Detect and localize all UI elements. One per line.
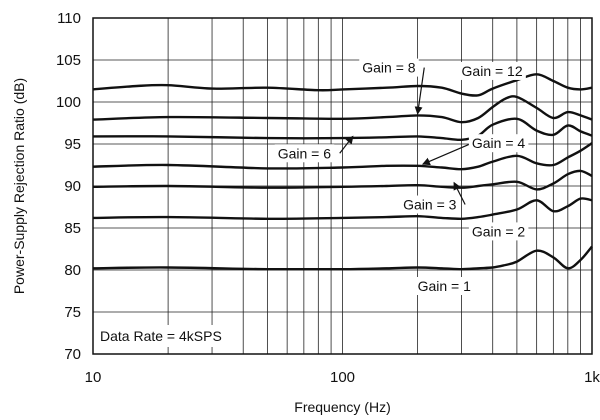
y-tick-label: 110 [57,10,81,27]
annotation-background [359,58,419,77]
annotation-label: Gain = 3 [403,197,457,213]
annotation-label: Gain = 2 [472,223,526,239]
y-tick-label: 85 [64,220,81,237]
annotation-background [274,144,335,163]
series-line [92,73,593,97]
annotation-background [458,61,526,80]
y-tick-labels: 70 75 80 85 90 95 100 105 110 [56,10,81,363]
y-tick-label: 95 [64,136,81,153]
x-tick-label: 1k [584,369,600,386]
y-tick-label: 75 [64,304,81,321]
annotation-label: Gain = 8 [362,60,416,76]
y-tick-label: 105 [56,52,81,69]
annotation-label: Gain = 12 [462,63,523,79]
series-line [92,117,593,142]
series-line [92,95,593,124]
series-curves [92,73,593,271]
x-axis-title: Frequency (Hz) [294,399,390,415]
series-line [92,142,593,171]
annotation-label: Gain = 1 [418,278,472,294]
annotation-arrow [421,142,473,166]
x-tick-label: 10 [85,369,102,386]
annotation-arrow [339,135,354,154]
annotation-background [414,277,475,295]
y-tick-label: 70 [64,346,81,363]
x-tick-label: 100 [330,369,355,386]
series-line [92,197,593,221]
note-text: Data Rate = 4kSPS [100,328,222,344]
series-line [92,245,593,271]
series-line [92,169,593,191]
y-tick-label: 90 [64,178,81,195]
y-tick-label: 100 [56,94,81,111]
x-tick-labels: 10 100 1k [85,369,600,386]
curve-annotations: Gain = 12 Gain = 8 Gain = 6 Gain = 4 Gain = … [274,58,529,295]
note-box-background [96,325,226,347]
plot-frame [92,17,593,355]
annotation-background [468,134,529,153]
annotation-label: Gain = 4 [472,135,526,151]
annotation-arrow [453,181,466,205]
annotation-label: Gain = 6 [278,145,332,161]
y-tick-label: 80 [64,262,81,279]
annotation-background [400,195,460,214]
annotation-arrow [414,67,425,115]
annotation-background [468,222,529,241]
y-axis-title: Power-Supply Rejection Ratio (dB) [11,78,27,294]
data-rate-note: Data Rate = 4kSPS [96,325,226,347]
